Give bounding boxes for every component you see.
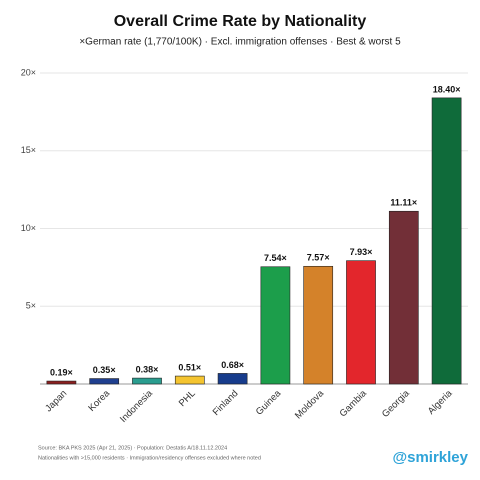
value-label: 18.40× [433, 84, 461, 94]
y-tick-label: 5× [26, 301, 36, 311]
x-tick-label: Finland [211, 388, 241, 418]
chart-title: Overall Crime Rate by Nationality [114, 13, 367, 30]
bar [431, 97, 462, 385]
bar [260, 266, 291, 385]
value-label: 0.51× [178, 362, 201, 372]
value-label: 0.38× [136, 364, 159, 374]
value-label: 7.54× [264, 253, 287, 263]
value-label: 11.11× [390, 198, 417, 208]
x-tick-label: Gambia [338, 388, 370, 420]
y-tick-label: 15× [21, 145, 36, 155]
value-label: 0.35× [93, 365, 116, 375]
bar [388, 210, 419, 385]
bar [46, 380, 77, 385]
x-tick-label: Korea [86, 388, 112, 414]
value-label: 0.19× [50, 367, 73, 377]
value-label: 7.57× [307, 253, 330, 263]
x-tick-label: Moldova [293, 388, 327, 422]
y-tick-label: 20× [21, 67, 36, 77]
x-tick-label: Indonesia [118, 388, 155, 425]
y-tick-label: 10× [21, 223, 36, 233]
value-label: 7.93× [350, 247, 373, 257]
bar [303, 265, 334, 385]
bar [217, 373, 248, 385]
bar [346, 260, 376, 385]
handle: @smirkley [392, 449, 468, 466]
bar [132, 377, 162, 385]
x-tick-label: Japan [43, 388, 69, 414]
note: Nationalities with >15,000 residents · I… [38, 455, 261, 461]
chart-subtitle: ×German rate (1,770/100K) · Excl. immigr… [79, 37, 401, 48]
x-tick-label: PHL [177, 388, 198, 409]
value-label: 0.68× [221, 360, 244, 370]
bar [89, 378, 120, 385]
x-tick-label: Georgia [380, 388, 412, 420]
x-tick-label: Algeria [426, 388, 455, 417]
source: Source: BKA PKS 2025 (Apr 21, 2025) · Po… [38, 445, 227, 451]
x-tick-label: Guinea [254, 388, 284, 418]
bar [174, 375, 205, 385]
